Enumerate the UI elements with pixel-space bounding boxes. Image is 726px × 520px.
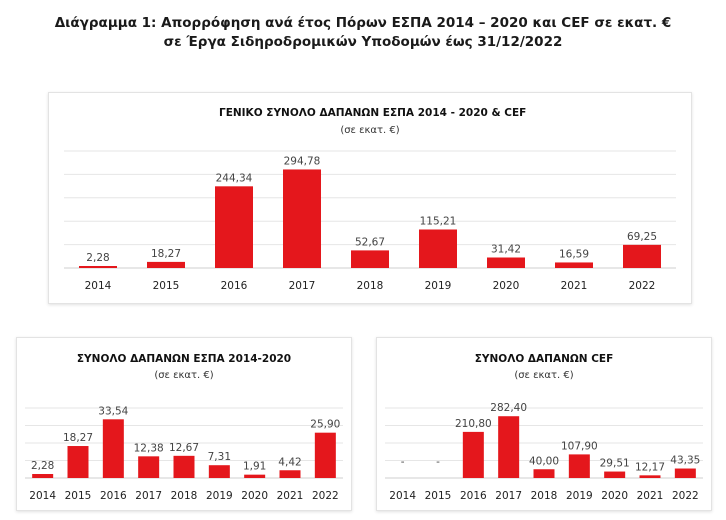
tick-label-2020: 2020 bbox=[601, 490, 628, 502]
bar-2021 bbox=[639, 475, 661, 478]
tick-label-2017: 2017 bbox=[495, 490, 522, 502]
bar-2022 bbox=[674, 468, 696, 478]
chart-title: ΣΥΝΟΛΟ ΔΑΠΑΝΩΝ CEF bbox=[475, 353, 614, 365]
bar-2018 bbox=[173, 455, 195, 478]
value-label-2021: 4,42 bbox=[278, 456, 301, 468]
tick-label-2021: 2021 bbox=[561, 280, 588, 292]
chart-subtitle: (σε εκατ. €) bbox=[154, 370, 213, 381]
bar-2021 bbox=[279, 470, 301, 478]
tick-label-2014: 2014 bbox=[29, 490, 56, 502]
bar-2022 bbox=[314, 432, 336, 478]
bar-2022 bbox=[623, 244, 661, 268]
value-label-2014: - bbox=[401, 456, 405, 468]
bar-2019 bbox=[208, 465, 230, 478]
bar-2017 bbox=[138, 456, 160, 478]
tick-label-2018: 2018 bbox=[531, 490, 558, 502]
tick-label-2017: 2017 bbox=[135, 490, 162, 502]
value-label-2014: 2,28 bbox=[31, 460, 54, 472]
value-label-2018: 12,67 bbox=[169, 442, 199, 454]
page-title-line2: σε Έργα Σιδηροδρομικών Υποδομών έως 31/1… bbox=[163, 34, 563, 50]
tick-label-2022: 2022 bbox=[312, 490, 339, 502]
value-label-2020: 31,42 bbox=[491, 243, 521, 255]
tick-label-2019: 2019 bbox=[425, 280, 452, 292]
bar-2020 bbox=[244, 474, 266, 478]
bar-2020 bbox=[604, 471, 626, 478]
value-label-2019: 7,31 bbox=[208, 451, 231, 463]
value-label-2017: 12,38 bbox=[134, 442, 164, 454]
value-label-2020: 29,51 bbox=[600, 458, 630, 470]
value-label-2022: 43,35 bbox=[670, 455, 700, 467]
tick-label-2015: 2015 bbox=[425, 490, 452, 502]
value-label-2015: 18,27 bbox=[151, 248, 181, 260]
tick-label-2018: 2018 bbox=[357, 280, 384, 292]
tick-label-2014: 2014 bbox=[85, 280, 112, 292]
tick-label-2016: 2016 bbox=[221, 280, 248, 292]
value-label-2016: 210,80 bbox=[455, 418, 492, 430]
value-label-2017: 294,78 bbox=[284, 155, 321, 167]
tick-label-2022: 2022 bbox=[629, 280, 656, 292]
chart-espa: ΣΥΝΟΛΟ ΔΑΠΑΝΩΝ ΕΣΠΑ 2014-2020 (σε εκατ. €… bbox=[25, 353, 343, 502]
bar-2021 bbox=[555, 262, 593, 268]
chart-subtitle: (σε εκατ. €) bbox=[514, 370, 573, 381]
tick-label-2021: 2021 bbox=[277, 490, 304, 502]
bar-2020 bbox=[487, 257, 525, 268]
bar-2019 bbox=[568, 454, 590, 478]
tick-label-2019: 2019 bbox=[566, 490, 593, 502]
bar-2016 bbox=[215, 186, 253, 268]
tick-label-2019: 2019 bbox=[206, 490, 233, 502]
bar-2018 bbox=[351, 250, 389, 268]
bar-2017 bbox=[498, 416, 520, 478]
page-title: Διάγραμμα 1: Απορρόφηση ανά έτος Πόρων Ε… bbox=[0, 14, 726, 52]
bar-2016 bbox=[102, 419, 124, 478]
tick-label-2020: 2020 bbox=[493, 280, 520, 292]
value-label-2021: 12,17 bbox=[635, 461, 665, 473]
tick-label-2022: 2022 bbox=[672, 490, 699, 502]
chart-title: ΣΥΝΟΛΟ ΔΑΠΑΝΩΝ ΕΣΠΑ 2014-2020 bbox=[77, 353, 291, 365]
tick-label-2015: 2015 bbox=[153, 280, 180, 292]
tick-label-2014: 2014 bbox=[389, 490, 416, 502]
chart-panel-total: ΓΕΝΙΚΟ ΣΥΝΟΛΟ ΔΑΠΑΝΩΝ ΕΣΠΑ 2014 - 2020 &… bbox=[48, 92, 692, 304]
chart-panel-cef: ΣΥΝΟΛΟ ΔΑΠΑΝΩΝ CEF (σε εκατ. €) - 2014 - 2015… bbox=[376, 337, 712, 511]
chart-panel-espa: ΣΥΝΟΛΟ ΔΑΠΑΝΩΝ ΕΣΠΑ 2014-2020 (σε εκατ. €… bbox=[16, 337, 352, 511]
value-label-2021: 16,59 bbox=[559, 248, 589, 260]
tick-label-2016: 2016 bbox=[460, 490, 487, 502]
tick-label-2015: 2015 bbox=[65, 490, 92, 502]
bar-2016 bbox=[462, 431, 484, 478]
bar-2015 bbox=[67, 446, 89, 478]
value-label-2014: 2,28 bbox=[86, 252, 109, 264]
value-label-2019: 107,90 bbox=[561, 440, 598, 452]
chart-subtitle: (σε εκατ. €) bbox=[340, 125, 399, 136]
bar-2018 bbox=[533, 469, 555, 478]
bar-2019 bbox=[419, 229, 457, 268]
bar-2014 bbox=[79, 266, 117, 268]
value-label-2018: 52,67 bbox=[355, 236, 385, 248]
value-label-2018: 40,00 bbox=[529, 455, 559, 467]
tick-label-2017: 2017 bbox=[289, 280, 316, 292]
chart-cef: ΣΥΝΟΛΟ ΔΑΠΑΝΩΝ CEF (σε εκατ. €) - 2014 - 2015… bbox=[385, 353, 703, 502]
value-label-2022: 69,25 bbox=[627, 231, 657, 243]
value-label-2016: 244,34 bbox=[216, 172, 253, 184]
chart-title: ΓΕΝΙΚΟ ΣΥΝΟΛΟ ΔΑΠΑΝΩΝ ΕΣΠΑ 2014 - 2020 &… bbox=[219, 107, 526, 119]
value-label-2019: 115,21 bbox=[420, 215, 457, 227]
tick-label-2021: 2021 bbox=[637, 490, 664, 502]
value-label-2015: 18,27 bbox=[63, 432, 93, 444]
value-label-2020: 1,91 bbox=[243, 461, 266, 473]
tick-label-2016: 2016 bbox=[100, 490, 127, 502]
value-label-2017: 282,40 bbox=[490, 402, 527, 414]
bar-2015 bbox=[147, 261, 185, 268]
chart-total: ΓΕΝΙΚΟ ΣΥΝΟΛΟ ΔΑΠΑΝΩΝ ΕΣΠΑ 2014 - 2020 &… bbox=[64, 107, 676, 292]
tick-label-2018: 2018 bbox=[171, 490, 198, 502]
page-title-line1: Διάγραμμα 1: Απορρόφηση ανά έτος Πόρων Ε… bbox=[54, 15, 672, 31]
value-label-2022: 25,90 bbox=[310, 419, 340, 431]
value-label-2016: 33,54 bbox=[98, 405, 128, 417]
value-label-2015: - bbox=[436, 456, 440, 468]
bar-2014 bbox=[32, 474, 54, 478]
bar-2017 bbox=[283, 169, 321, 268]
tick-label-2020: 2020 bbox=[241, 490, 268, 502]
